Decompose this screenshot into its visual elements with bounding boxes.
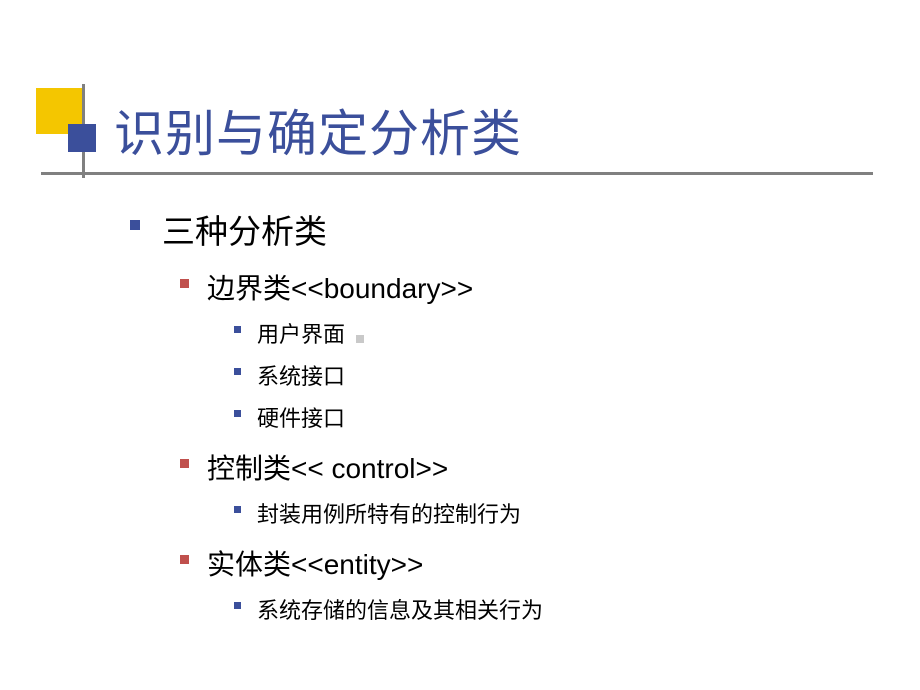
bullet-text: 系统存储的信息及其相关行为 — [257, 593, 543, 625]
bullet-icon — [234, 410, 241, 417]
bullet-lvl2: 实体类<<entity>> — [180, 543, 870, 583]
slide-title: 识别与确定分析类 — [114, 94, 522, 166]
bullet-lvl3: 封装用例所特有的控制行为 — [234, 497, 870, 529]
bullet-lvl3: 硬件接口 — [234, 401, 870, 433]
bullet-text: 用户界面 — [257, 317, 345, 349]
decor-horizontal-rule — [41, 172, 873, 175]
bullet-lvl3: 系统存储的信息及其相关行为 — [234, 593, 870, 625]
bullet-lvl1: 三种分析类 — [130, 205, 870, 253]
bullet-lvl2: 边界类<<boundary>> — [180, 267, 870, 307]
bullet-icon — [234, 326, 241, 333]
bullet-text: 系统接口 — [257, 359, 345, 391]
bullet-text: 封装用例所特有的控制行为 — [257, 497, 521, 529]
bullet-text: 实体类<<entity>> — [207, 543, 423, 583]
bullet-text: 边界类<<boundary>> — [207, 267, 473, 307]
bullet-text: 控制类<< control>> — [207, 447, 448, 487]
slide-body: 三种分析类 边界类<<boundary>> 用户界面 系统接口 硬件接口 控制类… — [130, 205, 870, 625]
bullet-icon — [130, 220, 140, 230]
bullet-text: 三种分析类 — [162, 205, 327, 253]
bullet-text: 硬件接口 — [257, 401, 345, 433]
bullet-lvl3: 系统接口 — [234, 359, 870, 391]
bullet-icon — [180, 459, 189, 468]
bullet-lvl2: 控制类<< control>> — [180, 447, 870, 487]
bullet-icon — [234, 602, 241, 609]
bullet-icon — [234, 368, 241, 375]
bullet-icon — [180, 279, 189, 288]
bullet-icon — [180, 555, 189, 564]
decor-square-blue — [68, 124, 96, 152]
bullet-lvl3: 用户界面 — [234, 317, 870, 349]
slide: 识别与确定分析类 三种分析类 边界类<<boundary>> 用户界面 系统接口… — [0, 0, 920, 690]
bullet-icon — [234, 506, 241, 513]
